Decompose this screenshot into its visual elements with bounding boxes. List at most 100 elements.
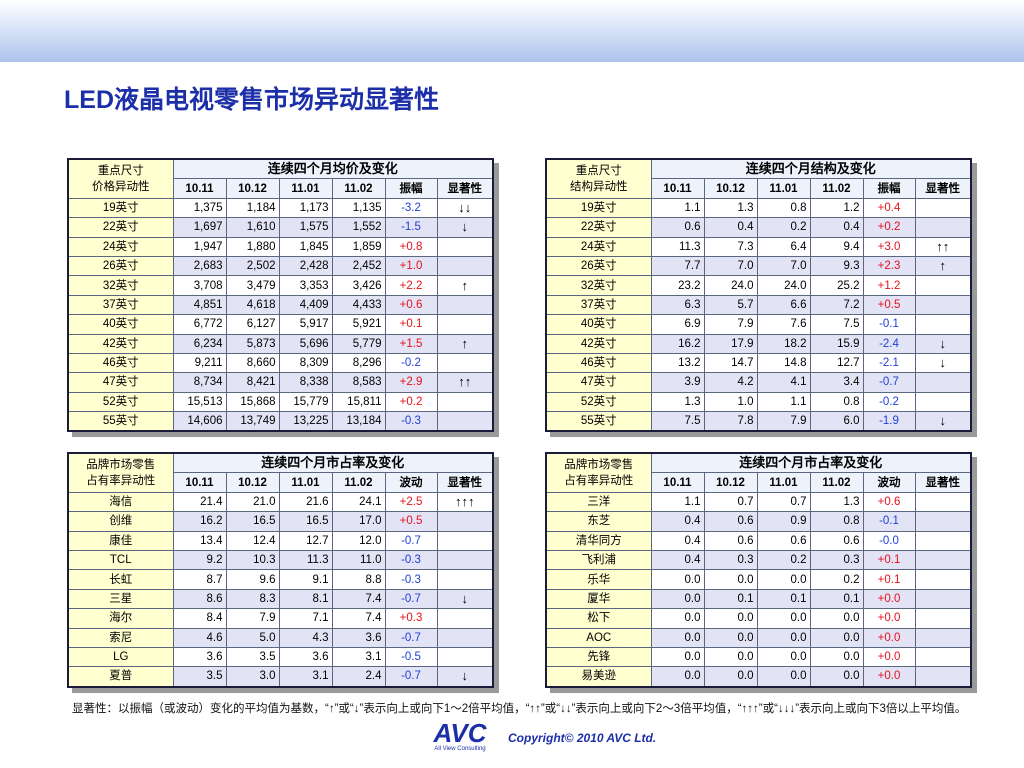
- data-row: 乐华 0.0 0.0 0.0 0.2 +0.1: [545, 569, 972, 590]
- value-cell: 17.9: [703, 333, 758, 354]
- significance-cell: [436, 391, 494, 413]
- value-cell: 18.2: [756, 333, 811, 354]
- corner-cell: 品牌市场零售 占有率异动性: [545, 452, 652, 493]
- value-cell: 16.2: [172, 511, 227, 532]
- row-label: 40英寸: [545, 314, 652, 335]
- value-cell: 9.4: [809, 236, 864, 257]
- value-cell: 0.0: [650, 627, 705, 648]
- group-title: 连续四个月市占率及变化: [650, 452, 972, 474]
- data-row: 东芝 0.4 0.6 0.9 0.8 -0.1: [545, 511, 972, 532]
- value-cell: 1,375: [172, 197, 227, 219]
- data-row: 52英寸 15,513 15,868 15,779 15,811 +0.2: [67, 391, 494, 413]
- change-cell: +0.0: [862, 588, 916, 610]
- significance-cell: [436, 608, 494, 629]
- value-cell: 4,433: [331, 294, 386, 316]
- table-wrap: 品牌市场零售 占有率异动性 连续四个月市占率及变化 10.11 10.12 11.01 11…: [67, 452, 495, 688]
- slide-title: LED液晶电视零售市场异动显著性: [64, 86, 440, 114]
- significance-cell: [436, 569, 494, 590]
- value-cell: 9.3: [809, 255, 864, 277]
- value-cell: 0.0: [650, 666, 705, 688]
- change-cell: -0.0: [862, 530, 916, 551]
- column-header: 波动: [384, 472, 438, 493]
- value-cell: 1.1: [650, 491, 705, 513]
- value-cell: 8,734: [172, 372, 227, 393]
- value-cell: 5,873: [225, 333, 280, 354]
- value-cell: 6,772: [172, 314, 227, 335]
- column-header: 10.11: [650, 178, 705, 199]
- significance-cell: [914, 197, 972, 219]
- value-cell: 0.9: [756, 511, 811, 532]
- value-cell: 0.1: [703, 588, 758, 610]
- data-row: 26英寸 2,683 2,502 2,428 2,452 +1.0: [67, 255, 494, 277]
- corner-label: 占有率异动性: [86, 474, 156, 487]
- data-row: 47英寸 3.9 4.2 4.1 3.4 -0.7: [545, 372, 972, 393]
- value-cell: 3,708: [172, 275, 227, 296]
- data-row: 37英寸 4,851 4,618 4,409 4,433 +0.6: [67, 294, 494, 316]
- change-cell: -0.7: [862, 372, 916, 393]
- column-header: 11.01: [756, 178, 811, 199]
- value-cell: 7.4: [331, 608, 386, 629]
- value-cell: 0.7: [756, 491, 811, 513]
- value-cell: 0.0: [756, 646, 811, 668]
- corner-label: 品牌市场零售: [564, 458, 634, 471]
- data-row: 海尔 8.4 7.9 7.1 7.4 +0.3: [67, 608, 494, 629]
- value-cell: 9.2: [172, 549, 227, 571]
- value-cell: 6.0: [809, 411, 864, 432]
- value-cell: 8.3: [225, 588, 280, 610]
- value-cell: 15.9: [809, 333, 864, 354]
- value-cell: 1,135: [331, 197, 386, 219]
- value-cell: 17.0: [331, 511, 386, 532]
- significance-cell: [914, 275, 972, 296]
- value-cell: 10.3: [225, 549, 280, 571]
- corner-cell: 重点尺寸 价格异动性: [67, 158, 174, 199]
- value-cell: 0.0: [809, 666, 864, 688]
- value-cell: 0.8: [809, 511, 864, 532]
- row-label: 康佳: [67, 530, 174, 551]
- change-cell: +0.0: [862, 646, 916, 668]
- change-cell: +2.2: [384, 275, 438, 296]
- value-cell: 14,606: [172, 411, 227, 432]
- corner-label: 结构异动性: [570, 180, 628, 193]
- value-cell: 5.0: [225, 627, 280, 648]
- value-cell: 1,184: [225, 197, 280, 219]
- value-cell: 8,583: [331, 372, 386, 393]
- value-cell: 7.0: [703, 255, 758, 277]
- row-label: 清华同方: [545, 530, 652, 551]
- value-cell: 11.0: [331, 549, 386, 571]
- value-cell: 4,851: [172, 294, 227, 316]
- column-header: 显著性: [436, 472, 494, 493]
- change-cell: -0.5: [384, 646, 438, 668]
- value-cell: 7.1: [278, 608, 333, 629]
- value-cell: 7.9: [225, 608, 280, 629]
- change-cell: +2.9: [384, 372, 438, 393]
- significance-cell: [914, 549, 972, 571]
- row-label: AOC: [545, 627, 652, 648]
- change-cell: +1.5: [384, 333, 438, 354]
- column-header: 11.02: [331, 178, 386, 199]
- change-cell: -0.2: [862, 391, 916, 413]
- data-row: 40英寸 6,772 6,127 5,917 5,921 +0.1: [67, 314, 494, 335]
- value-cell: 0.4: [650, 530, 705, 551]
- column-header: 振幅: [862, 178, 916, 199]
- header-row: 品牌市场零售 占有率异动性 连续四个月市占率及变化: [545, 452, 972, 493]
- data-row: 55英寸 7.5 7.8 7.9 6.0 -1.9 ↓: [545, 411, 972, 432]
- data-table: 品牌市场零售 占有率异动性 连续四个月市占率及变化 10.11 10.12 11.01 11…: [545, 452, 973, 688]
- value-cell: 4.2: [703, 372, 758, 393]
- data-row: 三星 8.6 8.3 8.1 7.4 -0.7 ↓: [67, 588, 494, 610]
- change-cell: +1.0: [384, 255, 438, 277]
- data-row: 47英寸 8,734 8,421 8,338 8,583 +2.9 ↑↑: [67, 372, 494, 393]
- value-cell: 6.4: [756, 236, 811, 257]
- value-cell: 3.6: [278, 646, 333, 668]
- logo-tagline: All View Consulting: [434, 746, 486, 752]
- row-label: 42英寸: [545, 333, 652, 354]
- value-cell: 3,353: [278, 275, 333, 296]
- significance-cell: ↑↑: [436, 372, 494, 393]
- row-label: 长虹: [67, 569, 174, 590]
- significance-cell: [914, 391, 972, 413]
- data-row: 22英寸 1,697 1,610 1,575 1,552 -1.5 ↓: [67, 217, 494, 238]
- data-row: 55英寸 14,606 13,749 13,225 13,184 -0.3: [67, 411, 494, 432]
- value-cell: 2,428: [278, 255, 333, 277]
- value-cell: 4.3: [278, 627, 333, 648]
- value-cell: 8.6: [172, 588, 227, 610]
- data-row: 46英寸 9,211 8,660 8,309 8,296 -0.2: [67, 352, 494, 374]
